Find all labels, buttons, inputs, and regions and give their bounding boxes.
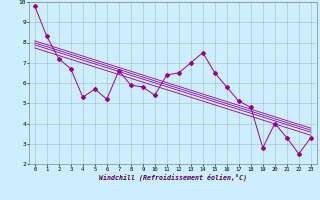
X-axis label: Windchill (Refroidissement éolien,°C): Windchill (Refroidissement éolien,°C) <box>99 173 247 181</box>
